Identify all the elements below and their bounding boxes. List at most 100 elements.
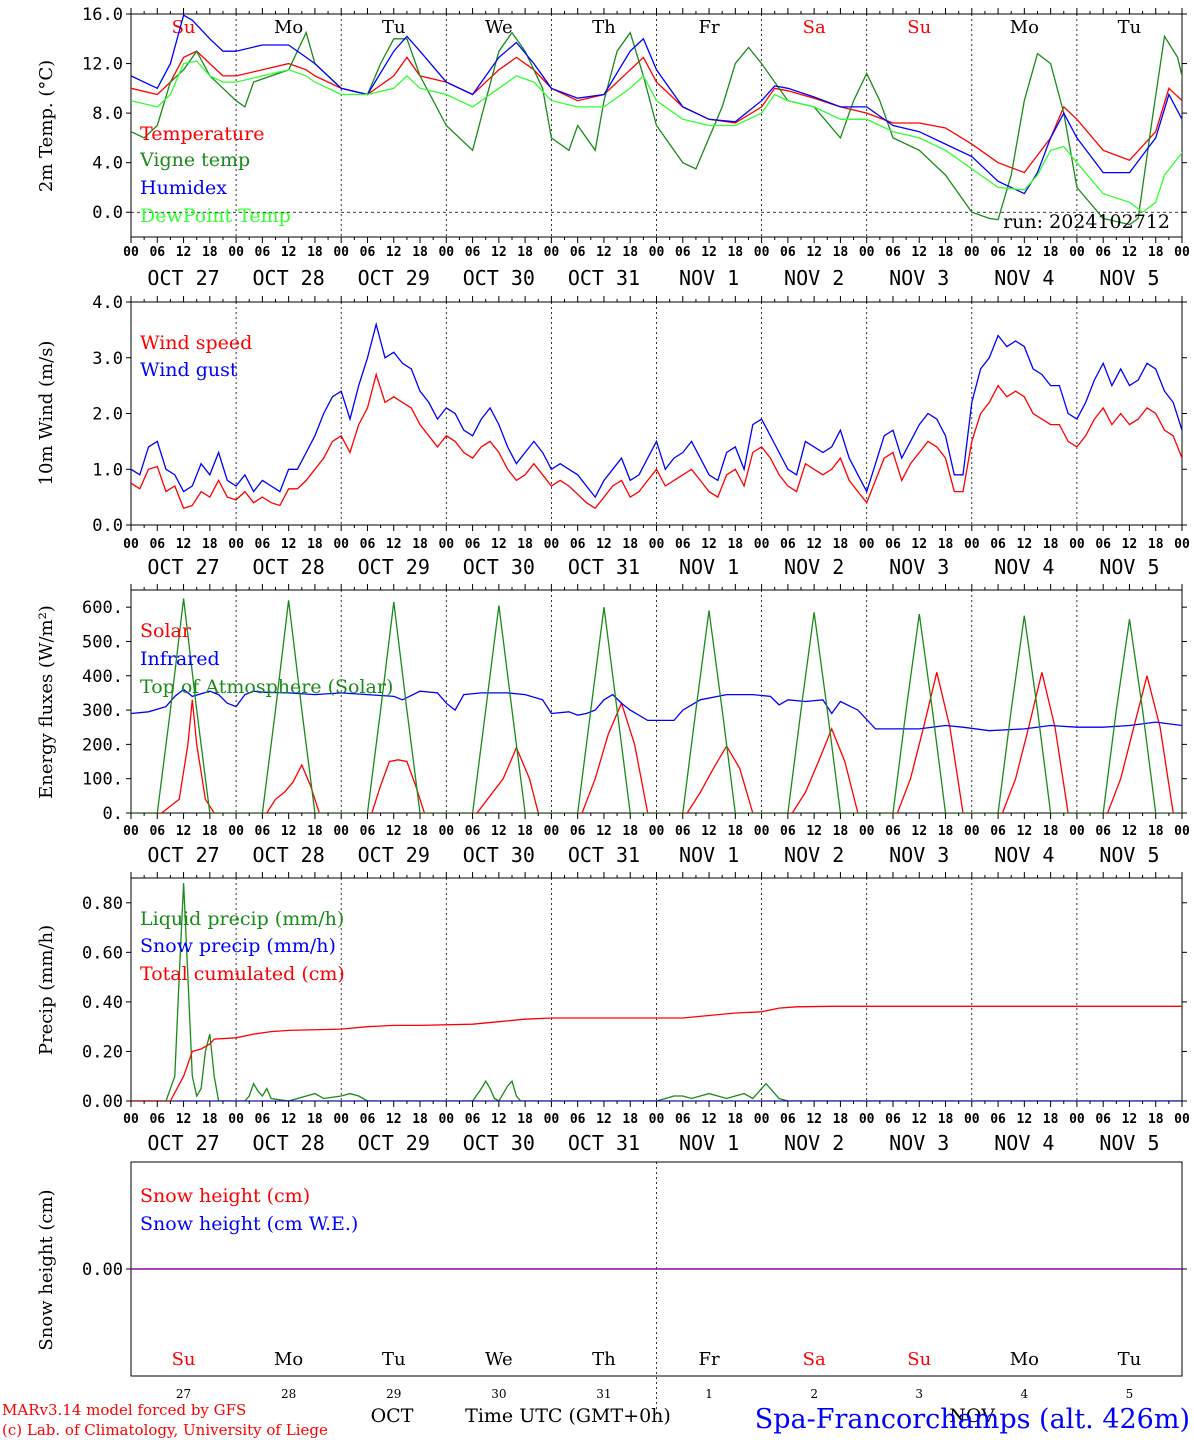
- series-line-temperature: [131, 50, 1182, 174]
- hour-label: 12: [281, 824, 297, 839]
- series-line-infrared: [131, 688, 1182, 732]
- hour-label: 06: [1095, 824, 1111, 839]
- hour-label: 06: [885, 537, 901, 552]
- hour-label: 18: [517, 824, 533, 839]
- series-line-solar: [131, 672, 1182, 813]
- hour-label: 00: [228, 824, 244, 839]
- hour-label: 12: [806, 537, 822, 552]
- weekday-label: We: [485, 1349, 513, 1370]
- day-number: 28: [281, 1387, 296, 1401]
- date-label: OCT 29: [358, 843, 430, 867]
- hour-label: 06: [675, 1112, 691, 1127]
- y-tick-label: 0.80: [82, 894, 123, 914]
- date-label: NOV 2: [784, 1131, 844, 1155]
- day-number: 5: [1126, 1387, 1134, 1401]
- hour-label: 12: [596, 1112, 612, 1127]
- hour-label: 12: [806, 824, 822, 839]
- date-label: OCT 27: [147, 843, 219, 867]
- series-line-dewpoint-temp: [131, 60, 1182, 214]
- hour-label: 12: [281, 1112, 297, 1127]
- day-number: 31: [596, 1387, 611, 1401]
- date-label: NOV 2: [784, 266, 844, 290]
- hour-label: 00: [438, 245, 454, 260]
- hour-label: 00: [1174, 245, 1190, 260]
- date-label: OCT 28: [253, 843, 325, 867]
- hour-label: 18: [517, 245, 533, 260]
- hour-label: 00: [438, 1112, 454, 1127]
- date-label: NOV 1: [679, 1131, 739, 1155]
- hour-label: 18: [938, 537, 954, 552]
- hour-label: 00: [1069, 245, 1085, 260]
- date-label: NOV 4: [994, 843, 1054, 867]
- weekday-label: Mo: [274, 1349, 303, 1370]
- legend-entry: Infrared: [140, 648, 220, 670]
- hour-label: 06: [780, 1112, 796, 1127]
- y-axis-label: Energy fluxes (W/m²): [36, 605, 57, 799]
- panel-2: 0.0 1.0 2.0 3.0 4.0 00 06 12 18 00 06 12 18 00 06 12 18 0…: [36, 293, 1190, 579]
- hour-label: 00: [649, 245, 665, 260]
- date-label: NOV 5: [1099, 266, 1159, 290]
- hour-label: 18: [202, 824, 218, 839]
- hour-label: 18: [938, 1112, 954, 1127]
- hour-label: 12: [1122, 537, 1138, 552]
- weekday-label: Fr: [699, 17, 720, 38]
- hour-label: 06: [780, 824, 796, 839]
- hour-label: 00: [123, 245, 139, 260]
- legend-entry: Wind speed: [140, 332, 252, 354]
- hour-label: 12: [491, 824, 507, 839]
- series-line-wind-gust: [131, 321, 1182, 499]
- y-axis-label: Precip (mm/h): [36, 925, 57, 1055]
- hour-label: 06: [885, 245, 901, 260]
- day-number: 29: [386, 1387, 401, 1401]
- hour-label: 12: [176, 824, 192, 839]
- hour-label: 00: [333, 537, 349, 552]
- series-line-wind-speed: [131, 372, 1182, 510]
- series-line-vigne-temp: [131, 30, 1182, 226]
- day-number: 27: [176, 1387, 191, 1401]
- y-tick-label: 0.0: [92, 203, 123, 223]
- hour-label: 00: [544, 824, 560, 839]
- hour-label: 12: [1017, 824, 1033, 839]
- hour-label: 12: [911, 537, 927, 552]
- hour-label: 18: [307, 537, 323, 552]
- hour-label: 12: [596, 245, 612, 260]
- date-label: NOV 2: [784, 843, 844, 867]
- legend-entry: Total cumulated (cm): [140, 963, 345, 985]
- hour-label: 06: [1095, 245, 1111, 260]
- hour-label: 00: [228, 537, 244, 552]
- hour-label: 00: [754, 245, 770, 260]
- legend-entry: Vigne temp: [139, 149, 250, 171]
- legend-entry: Top of Atmosphere (Solar): [140, 676, 393, 698]
- y-tick-label: 3.0: [92, 349, 123, 369]
- hour-label: 18: [202, 1112, 218, 1127]
- hour-label: 18: [833, 245, 849, 260]
- hour-label: 06: [990, 824, 1006, 839]
- hour-label: 00: [649, 1112, 665, 1127]
- hour-label: 06: [990, 1112, 1006, 1127]
- hour-label: 18: [727, 1112, 743, 1127]
- y-axis-label: 10m Wind (m/s): [36, 341, 57, 486]
- hour-label: 06: [1095, 1112, 1111, 1127]
- hour-label: 00: [649, 537, 665, 552]
- day-number: 3: [915, 1387, 923, 1401]
- date-label: OCT 27: [147, 555, 219, 579]
- hour-label: 06: [570, 824, 586, 839]
- hour-label: 06: [149, 245, 165, 260]
- hour-label: 06: [885, 824, 901, 839]
- weekday-label: Tu: [1118, 1349, 1142, 1370]
- hour-label: 18: [727, 245, 743, 260]
- date-label: OCT 29: [358, 555, 430, 579]
- station-label: Spa-Francorchamps (alt. 426m): [755, 1404, 1190, 1435]
- hour-label: 00: [123, 824, 139, 839]
- hour-label: 18: [202, 245, 218, 260]
- hour-label: 18: [1043, 537, 1059, 552]
- hour-label: 00: [544, 537, 560, 552]
- hour-label: 12: [491, 1112, 507, 1127]
- hour-label: 12: [491, 537, 507, 552]
- y-tick-label: 2.0: [92, 405, 123, 425]
- hour-label: 06: [360, 245, 376, 260]
- y-axis-label: Snow height (cm): [36, 1189, 57, 1350]
- y-tick-label: 400.: [82, 667, 123, 687]
- date-label: NOV 3: [889, 843, 949, 867]
